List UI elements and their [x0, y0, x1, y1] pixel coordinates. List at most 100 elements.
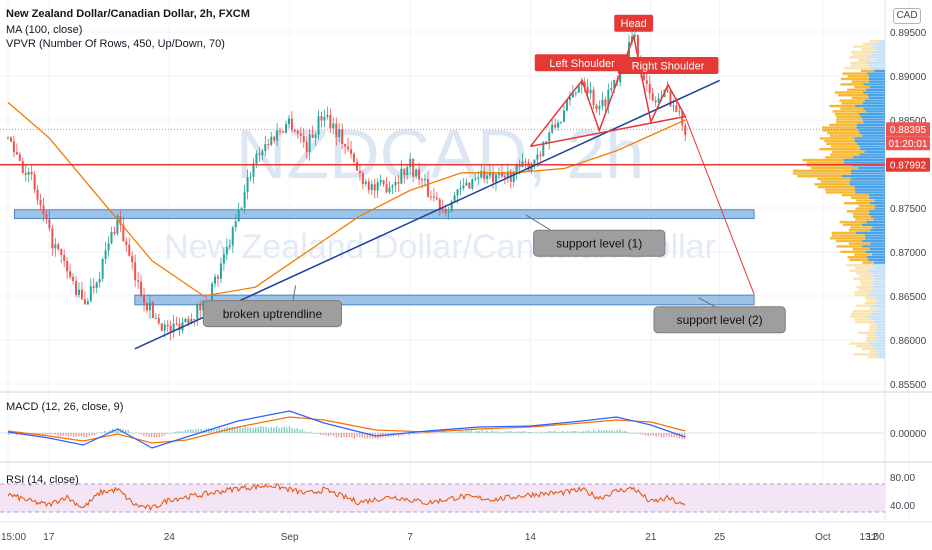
- candle-body: [344, 143, 347, 147]
- volume-bar-up: [836, 245, 863, 248]
- volume-bar-up: [869, 307, 879, 310]
- volume-bar-down: [869, 67, 885, 70]
- ma-legend[interactable]: MA (100, close): [6, 24, 83, 36]
- volume-bar-up: [852, 53, 872, 56]
- candle-body: [542, 142, 545, 156]
- candle-body: [15, 152, 18, 155]
- macd-histogram-bar: [184, 430, 187, 433]
- volume-bar-down: [856, 142, 885, 145]
- candle-body: [18, 154, 21, 161]
- volume-bar-up: [836, 118, 863, 121]
- candle-body: [296, 131, 299, 134]
- y-tick-label: 0.88500: [890, 116, 927, 127]
- volume-bar-up: [822, 129, 859, 132]
- candle-body: [370, 184, 373, 191]
- volume-bar-down: [869, 85, 885, 89]
- macd-histogram-bar: [525, 431, 527, 433]
- candle-body: [441, 208, 444, 210]
- candle-body: [222, 254, 225, 264]
- volume-bar-up: [830, 145, 860, 148]
- candle-body: [486, 175, 489, 180]
- macd-histogram-bar: [148, 433, 150, 438]
- volume-bar-down: [869, 247, 885, 251]
- macd-histogram-bar: [611, 430, 613, 433]
- macd-histogram-bar: [125, 429, 127, 433]
- x-tick-label: 21: [645, 532, 657, 543]
- candle-body: [72, 276, 75, 281]
- candle-body: [338, 129, 341, 138]
- candle-body: [145, 303, 148, 311]
- volume-bar-up: [867, 355, 879, 359]
- candle-body: [214, 276, 217, 284]
- macd-histogram-bar: [88, 433, 90, 437]
- candle-body: [243, 192, 246, 209]
- candle-body: [477, 177, 480, 179]
- neckline: [530, 115, 686, 148]
- macd-histogram-bar: [158, 433, 161, 438]
- macd-histogram-bar: [104, 430, 106, 433]
- macd-histogram-bar: [369, 433, 371, 439]
- volume-bar-down: [856, 123, 885, 127]
- candle-body: [323, 116, 326, 121]
- macd-histogram-bar: [338, 433, 340, 437]
- volume-bar-down: [869, 272, 885, 275]
- volume-bar-up: [856, 285, 873, 289]
- rsi-pane: [0, 483, 885, 513]
- volume-bar-up: [842, 223, 863, 226]
- candle-body: [560, 121, 563, 123]
- candle-body: [249, 176, 252, 178]
- macd-histogram-bar: [288, 426, 291, 433]
- macd-histogram-bar: [530, 431, 532, 433]
- volume-bar-down: [874, 301, 885, 305]
- macd-histogram-bar: [335, 433, 337, 438]
- candle-body: [119, 216, 122, 225]
- macd-histogram-bar: [242, 427, 244, 433]
- volume-bar-up: [869, 40, 880, 43]
- volume-bar-up: [851, 96, 869, 100]
- macd-histogram-bar: [637, 432, 639, 434]
- candle-body: [264, 144, 267, 152]
- macd-histogram-bar: [626, 431, 629, 433]
- volume-bar-down: [865, 315, 885, 318]
- candle-body: [518, 164, 521, 167]
- macd-histogram-bar: [314, 433, 317, 434]
- annotation-broken-uptrendline-box: [202, 300, 343, 328]
- rsi-title[interactable]: RSI (14, close): [6, 474, 79, 486]
- candle-body: [89, 286, 92, 302]
- candle-body: [276, 130, 279, 141]
- x-tick-label: Oct: [815, 532, 831, 543]
- macd-histogram-bar: [361, 433, 363, 438]
- candle-body: [335, 123, 338, 138]
- level-price-tag: 0.87992: [890, 161, 927, 172]
- macd-histogram-bar: [78, 433, 80, 437]
- currency-button[interactable]: CAD: [893, 8, 921, 24]
- candle-body: [651, 93, 654, 101]
- volume-bar-down: [873, 353, 885, 356]
- macd-histogram-bar: [590, 431, 592, 433]
- candle-body: [178, 323, 181, 331]
- volume-bar-up: [862, 261, 874, 264]
- candle-body: [568, 97, 571, 100]
- volume-bar-down: [877, 299, 885, 302]
- macd-histogram-bar: [49, 433, 51, 435]
- candle-body: [539, 154, 542, 156]
- candle-body: [654, 100, 657, 103]
- macd-histogram-bar: [327, 433, 330, 437]
- macd-histogram-bar: [655, 433, 657, 437]
- candle-body: [571, 93, 574, 98]
- candle-body: [246, 177, 249, 193]
- candle-body: [669, 91, 672, 107]
- macd-histogram-bar: [413, 433, 415, 435]
- candle-body: [299, 133, 302, 136]
- macd-title[interactable]: MACD (12, 26, close, 9): [6, 401, 124, 413]
- volume-bar-down: [862, 91, 885, 94]
- volume-bar-down: [858, 129, 885, 132]
- candle-body: [24, 172, 27, 175]
- macd-histogram-bar: [294, 428, 296, 433]
- volume-bar-down: [869, 210, 885, 213]
- macd-histogram-bar: [197, 428, 200, 433]
- chart-title: New Zealand Dollar/Canadian Dollar, 2h, …: [6, 8, 250, 20]
- candle-body: [255, 153, 258, 164]
- vpvr-legend[interactable]: VPVR (Number Of Rows, 450, Up/Down, 70): [6, 38, 225, 50]
